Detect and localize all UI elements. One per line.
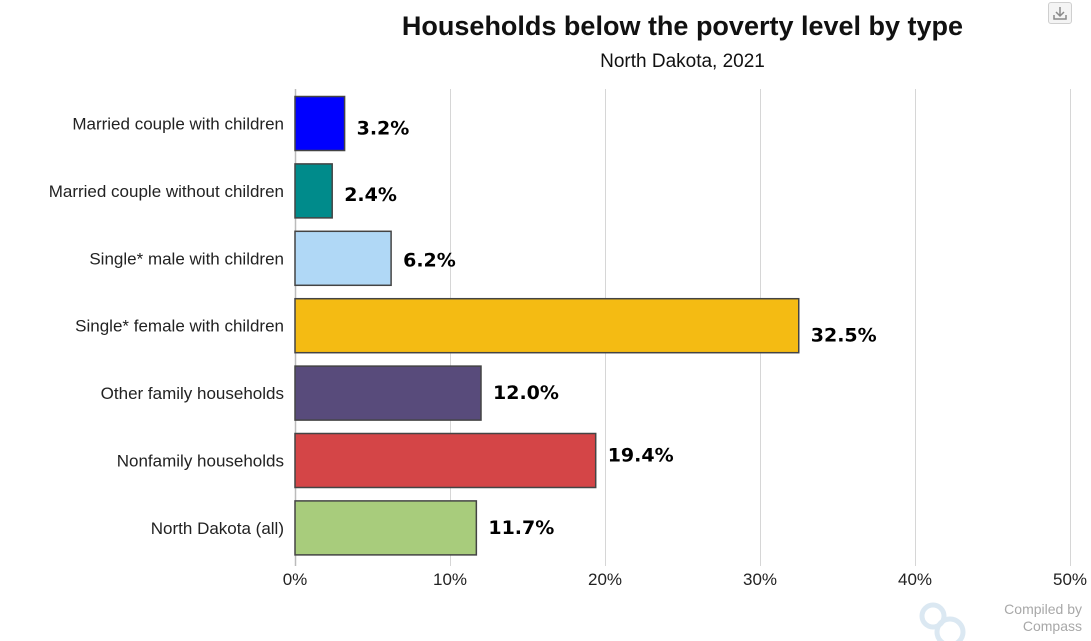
x-tick-label: 0%: [283, 570, 308, 589]
value-label: 12.0%: [493, 382, 559, 404]
category-label: Nonfamily households: [117, 452, 284, 471]
x-tick-label: 40%: [898, 570, 932, 589]
x-tick-label: 20%: [588, 570, 622, 589]
x-axis-ticks: 0% 10% 20% 30% 40% 50%: [283, 570, 1087, 589]
bar: [294, 163, 333, 219]
x-tick-label: 30%: [743, 570, 777, 589]
bar: [294, 297, 800, 354]
category-label: Other family households: [101, 384, 284, 403]
download-button[interactable]: [1048, 2, 1072, 24]
value-label: 6.2%: [403, 249, 456, 271]
category-label: Single* female with children: [75, 317, 284, 336]
value-label: 32.5%: [811, 325, 877, 347]
x-tick-label: 10%: [433, 570, 467, 589]
watermark-text: Compiled by Compass: [1004, 601, 1082, 635]
chart-title: Households below the poverty level by ty…: [401, 11, 964, 41]
bar: [294, 500, 478, 556]
download-icon: [1053, 7, 1067, 20]
compass-logo-icon: [919, 602, 966, 641]
value-label: 19.4%: [608, 445, 674, 467]
category-label: Married couple with children: [72, 115, 284, 134]
category-labels: Married couple with children Married coup…: [49, 115, 284, 538]
x-tick-label: 50%: [1053, 570, 1087, 589]
bars: [294, 95, 800, 556]
value-label: 11.7%: [488, 517, 554, 539]
value-label: 2.4%: [344, 184, 397, 206]
category-label: North Dakota (all): [151, 519, 284, 538]
bar: [294, 230, 392, 287]
value-label: 3.2%: [357, 118, 410, 140]
bar: [294, 432, 597, 489]
bar: [294, 365, 482, 421]
value-labels: 3.2% 2.4% 6.2% 32.5% 12.0% 19.4% 11.7%: [344, 118, 876, 539]
category-label: Single* male with children: [89, 249, 284, 268]
watermark-line-1: Compiled by: [1004, 601, 1082, 617]
category-label: Married couple without children: [49, 182, 284, 201]
watermark-line-2: Compass: [1022, 618, 1082, 634]
chart-subtitle: North Dakota, 2021: [600, 51, 765, 72]
bar: [294, 95, 346, 152]
